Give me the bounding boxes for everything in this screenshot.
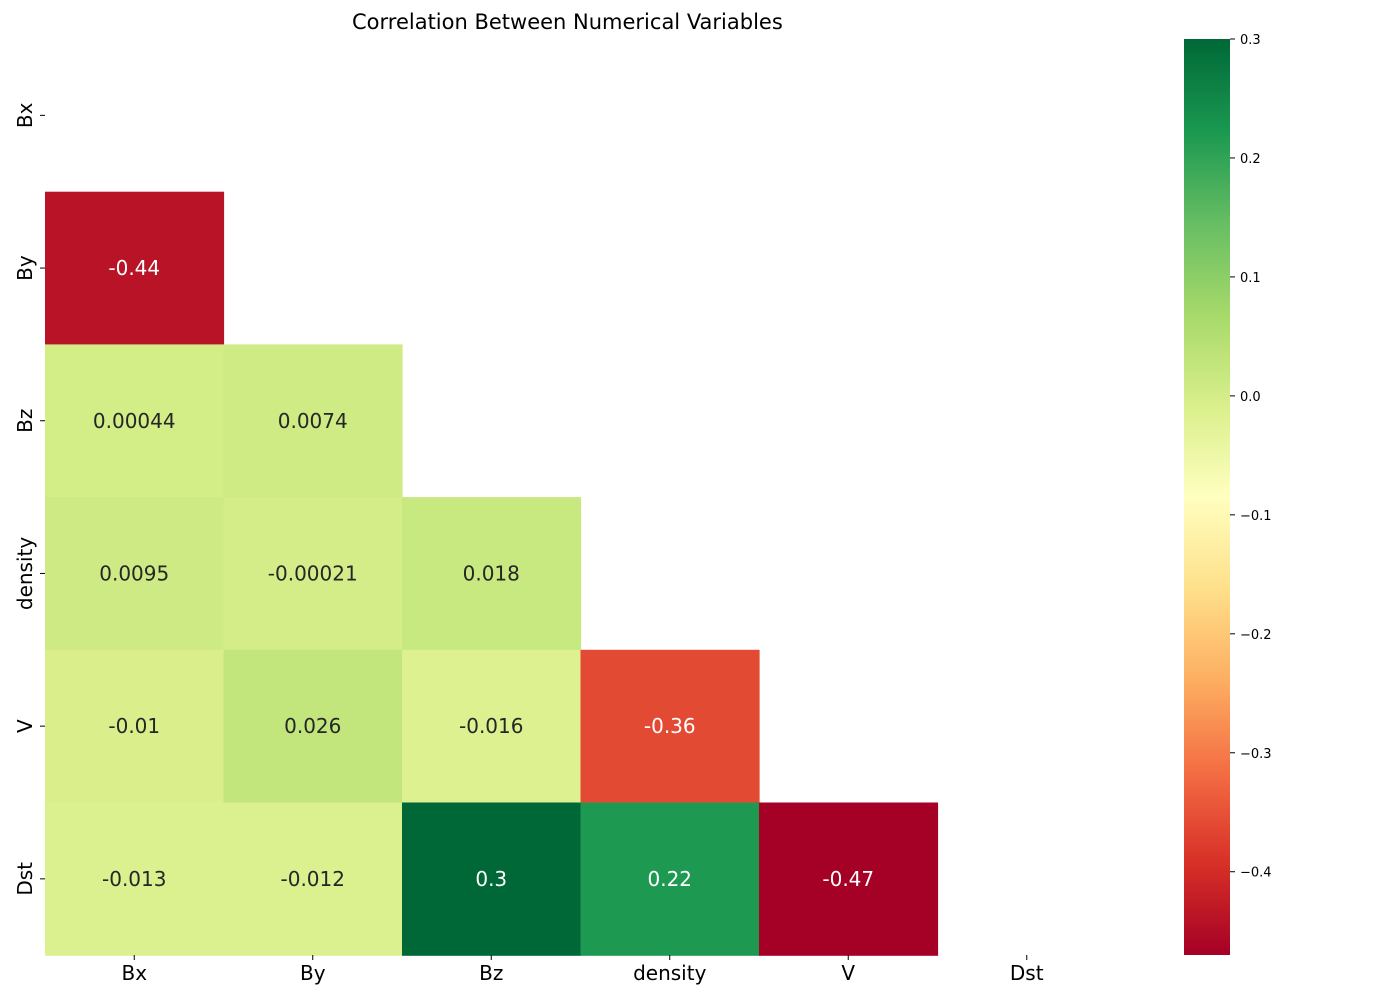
heatmap-cell-v-by [223,649,403,804]
heatmap-cell-density-bx [45,497,225,651]
heatmap-cell-density-by [223,497,403,651]
heatmap-cell-dst-bz [402,802,582,956]
heatmap-cell-dst-v [759,802,939,956]
heatmap-cell-bz-bx [45,344,225,498]
x-tick-label-density: density [633,961,706,985]
colorbar-tick-label: 0.3 [1240,33,1261,48]
y-tick-label-bx: Bx [13,102,37,128]
colorbar-tick-label: −0.2 [1240,628,1272,643]
x-tick-label-bz: Bz [479,961,503,985]
x-tick-label-bx: Bx [121,961,147,985]
y-tick-label-v: V [13,719,37,733]
cell-value-label: 0.018 [463,561,520,585]
heatmap-cell-dst-by [223,802,403,956]
heatmap-cell-by-bx [45,191,225,345]
heatmap-cell-dst-bx [45,802,225,956]
cell-value-label: -0.00021 [268,561,358,585]
y-tick-label-by: By [13,255,37,281]
heatmap-cell-bz-by [223,344,403,498]
colorbar-tick-label: 0.2 [1240,152,1261,167]
cell-value-label: -0.36 [644,714,696,738]
colorbar-tick-label: −0.1 [1240,509,1272,524]
x-tick-label-dst: Dst [1010,961,1044,985]
chart-title: Correlation Between Numerical Variables [352,10,783,34]
heatmap-cell-dst-density [580,802,760,956]
heatmap-cell-v-density [580,649,760,804]
cell-value-label: -0.01 [108,714,160,738]
y-tick-label-dst: Dst [13,862,37,896]
heatmap-cell-v-bx [45,649,225,804]
cell-value-label: 0.0074 [278,409,348,433]
heatmap-cell-v-bz [402,649,582,804]
x-tick-label-v: V [841,961,855,985]
y-tick-label-bz: Bz [13,409,37,433]
colorbar-tick-label: 0.0 [1240,390,1261,405]
colorbar-tick-label: 0.1 [1240,271,1261,286]
cell-value-label: 0.0095 [99,561,169,585]
cell-value-label: 0.00044 [93,409,176,433]
cell-value-label: -0.47 [822,867,874,891]
cell-value-label: 0.22 [647,867,692,891]
cell-value-label: -0.016 [459,714,523,738]
cell-value-label: 0.026 [284,714,341,738]
y-tick-label-density: density [13,537,37,610]
colorbar [1184,39,1230,955]
colorbar-tick-label: −0.4 [1240,866,1272,881]
colorbar-tick-label: −0.3 [1240,747,1272,762]
cell-value-label: -0.012 [281,867,345,891]
x-tick-label-by: By [300,961,326,985]
cell-value-label: 0.3 [475,867,507,891]
heatmap-cell-density-bz [402,497,582,651]
cell-value-label: -0.013 [102,867,166,891]
cell-value-label: -0.44 [108,256,160,280]
